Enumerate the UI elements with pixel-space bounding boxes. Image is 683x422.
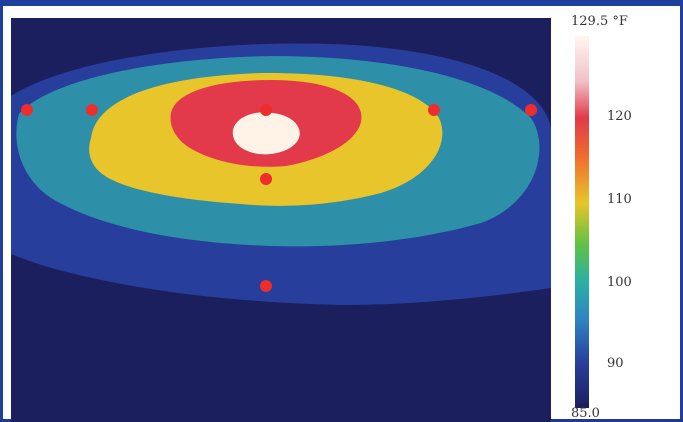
thermal-image xyxy=(11,18,551,422)
tick-120: 120 xyxy=(607,109,632,124)
hot-spot xyxy=(232,112,300,155)
tick-110: 110 xyxy=(607,192,632,207)
temperature-scale: 129.5 °F xyxy=(571,14,681,422)
scale-min-label: 85.0 xyxy=(571,406,600,421)
left-inner-marker xyxy=(86,104,98,116)
left-edge-marker xyxy=(21,104,33,116)
bottom-marker xyxy=(260,280,272,292)
tick-90: 90 xyxy=(607,356,624,371)
right-edge-marker xyxy=(525,104,537,116)
tick-100: 100 xyxy=(607,275,632,290)
scale-max-label: 129.5 °F xyxy=(571,14,628,29)
right-inner-marker xyxy=(428,104,440,116)
mid-marker xyxy=(260,173,272,185)
color-scale-bar xyxy=(575,36,589,408)
center-marker xyxy=(260,104,272,116)
heat-map xyxy=(11,18,551,422)
